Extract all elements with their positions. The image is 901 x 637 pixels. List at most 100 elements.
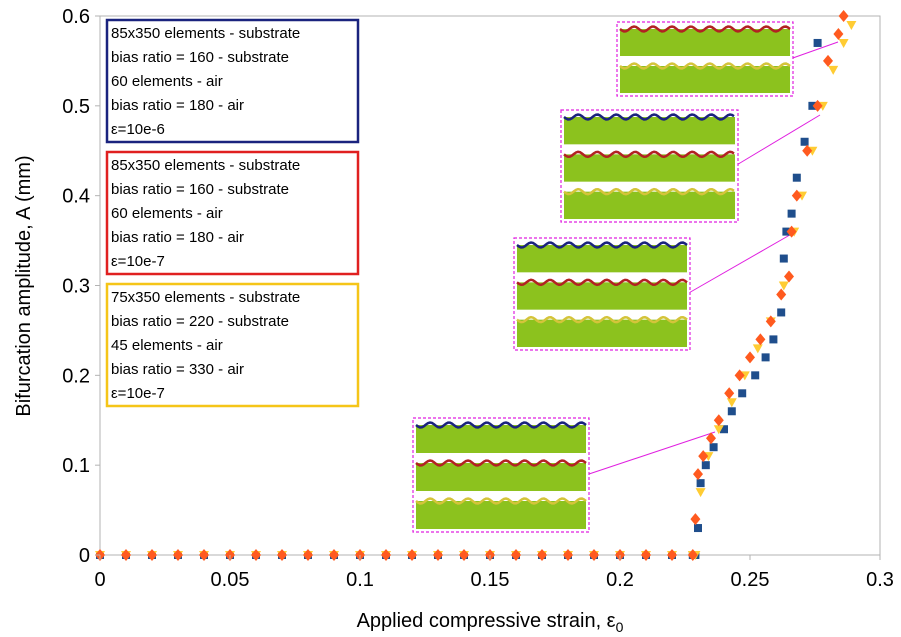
data-point (808, 101, 817, 110)
x-tick-label: 0 (94, 569, 105, 591)
inset-connector (789, 41, 839, 60)
data-point (709, 443, 718, 452)
data-point (812, 99, 823, 112)
data-point (786, 225, 797, 238)
data-point (726, 398, 737, 408)
data-point (734, 369, 745, 382)
x-tick-label: 0.3 (866, 569, 894, 591)
data-point (727, 407, 736, 416)
data-point (459, 549, 469, 561)
data-point (751, 371, 760, 380)
y-tick-label: 0.5 (62, 96, 90, 118)
data-point (779, 254, 788, 263)
data-point (769, 335, 778, 344)
data-point (303, 549, 313, 561)
data-point (813, 38, 822, 47)
y-tick-label: 0.3 (62, 276, 90, 298)
data-point (724, 387, 735, 400)
data-point (698, 450, 709, 463)
data-point (589, 549, 599, 561)
data-point (755, 333, 766, 346)
legend-line: bias ratio = 220 - substrate (111, 313, 289, 330)
data-point (701, 461, 710, 470)
data-point (433, 549, 443, 561)
inset-strip (620, 66, 790, 93)
inset-connector (734, 114, 821, 167)
data-point (251, 549, 261, 561)
inset-wave (563, 113, 735, 121)
data-point (511, 549, 521, 561)
inset-connector (686, 231, 796, 295)
y-tick-label: 0.4 (62, 186, 90, 208)
legend-box (105, 18, 360, 144)
data-point (706, 432, 716, 445)
data-point (277, 549, 287, 561)
x-axis-title: Applied compressive strain, ε0 (357, 610, 624, 635)
data-point (791, 189, 802, 202)
data-point (838, 38, 849, 48)
inset-wave (563, 150, 735, 159)
legend-line: ε=10e-7 (111, 253, 165, 270)
data-point (823, 54, 833, 67)
inset-wave (415, 497, 587, 505)
inset-connector (585, 431, 716, 476)
x-tick-label: 0.1 (346, 569, 374, 591)
inset-strip (517, 319, 687, 347)
y-tick-label: 0.2 (62, 365, 90, 387)
inset-strip (416, 425, 586, 453)
data-point (828, 65, 839, 75)
data-point (745, 351, 755, 364)
data-point (761, 353, 770, 362)
x-tick-label: 0.25 (731, 569, 770, 591)
inset-strip (620, 29, 790, 56)
data-point (782, 227, 791, 236)
data-point (713, 425, 724, 435)
legend: 85x350 elements - substrate bias ratio = … (105, 18, 360, 408)
data-point (693, 468, 703, 481)
inset-wave (415, 421, 587, 429)
inset-wave (619, 25, 791, 33)
inset-strip (517, 282, 687, 310)
data-point (121, 549, 131, 561)
inset-strip (564, 117, 735, 145)
legend-line: 85x350 elements - substrate (111, 157, 300, 174)
data-point (792, 173, 801, 182)
legend-line: bias ratio = 160 - substrate (111, 49, 289, 66)
x-tick-label: 0.05 (211, 569, 250, 591)
data-point (695, 488, 706, 498)
inset-strip (416, 501, 586, 529)
legend-line: 75x350 elements - substrate (111, 289, 300, 306)
legend-line: 45 elements - air (111, 337, 223, 354)
legend-line: 85x350 elements - substrate (111, 25, 300, 42)
inset-wave (516, 315, 688, 324)
data-point (407, 549, 417, 561)
inset-strip (517, 245, 687, 273)
data-point (537, 549, 547, 561)
data-point (687, 549, 698, 561)
x-tick-label: 0.2 (606, 569, 634, 591)
legend-line: 60 elements - air (111, 73, 223, 90)
inset-wave (619, 62, 791, 70)
data-point (787, 209, 796, 218)
data-point (765, 315, 776, 328)
data-point (199, 549, 209, 561)
inset-wave (516, 241, 688, 249)
inset-wave (415, 459, 587, 467)
inset-wave (563, 187, 735, 196)
legend-box (105, 150, 360, 276)
legend-line: 60 elements - air (111, 205, 223, 222)
data-point (147, 549, 157, 561)
legend-line: ε=10e-6 (111, 121, 165, 138)
data-point (784, 270, 794, 283)
data-point (694, 524, 702, 533)
data-point (173, 549, 183, 561)
inset-strip (564, 154, 735, 182)
inset-wave (516, 278, 688, 287)
data-point (838, 10, 849, 22)
data-point (776, 288, 787, 301)
legend-box (105, 282, 360, 408)
data-point (777, 308, 786, 317)
legend-line: ε=10e-7 (111, 385, 165, 402)
data-point (738, 389, 747, 398)
y-tick-label: 0.6 (62, 6, 90, 28)
